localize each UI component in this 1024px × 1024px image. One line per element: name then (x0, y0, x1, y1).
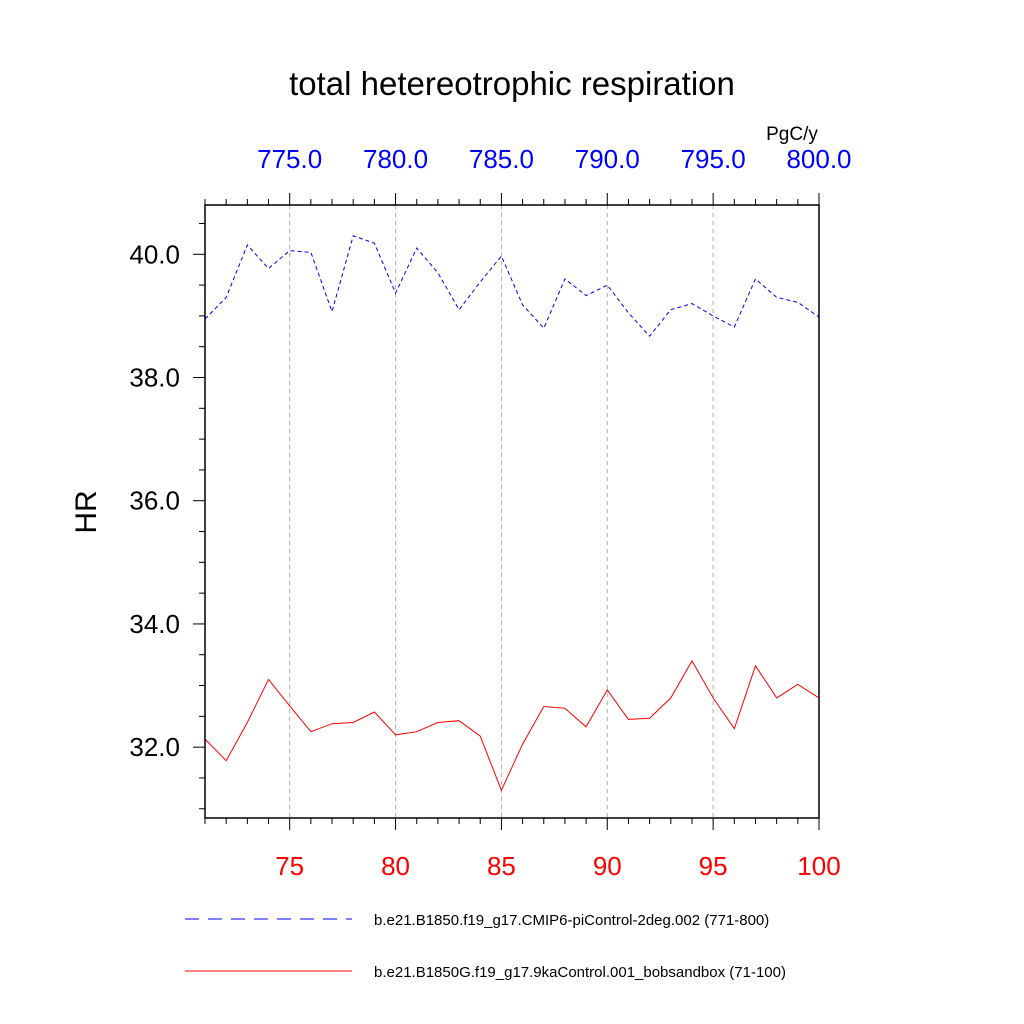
top-tick-label-800: 800.0 (786, 144, 851, 174)
units-label: PgC/y (766, 124, 818, 145)
series-line-1 (204, 235, 820, 337)
y-tick-label-38: 38.0 (129, 363, 180, 393)
grid-lines (289, 205, 714, 818)
ticks (193, 193, 820, 830)
plot-frame (204, 204, 820, 819)
top-tick-label-780: 780.0 (363, 144, 428, 174)
legend: b.e21.B1850.f19_g17.CMIP6-piControl-2deg… (185, 912, 786, 981)
bottom-tick-label-100: 100 (797, 851, 840, 881)
y-tick-label-32: 32.0 (129, 732, 180, 762)
series-line-2 (204, 659, 820, 792)
top-tick-label-795: 795.0 (681, 144, 746, 174)
legend-label-series-1: b.e21.B1850.f19_g17.CMIP6-piControl-2deg… (374, 912, 769, 929)
legend-label-series-2: b.e21.B1850G.f19_g17.9kaControl.001_bobs… (374, 964, 786, 981)
bottom-tick-label-95: 95 (699, 851, 728, 881)
bottom-tick-label-90: 90 (593, 851, 622, 881)
top-tick-label-785: 785.0 (469, 144, 534, 174)
tick-labels: 75 80 85 90 95 100 775.0 780.0 785.0 790.0 795.0 80… (129, 144, 851, 881)
y-tick-label-40: 40.0 (129, 239, 180, 269)
top-tick-label-775: 775.0 (257, 144, 322, 174)
series-layer (204, 235, 820, 792)
top-tick-label-790: 790.0 (575, 144, 640, 174)
y-axis-label: HR (70, 490, 103, 533)
y-tick-label-34: 34.0 (129, 609, 180, 639)
chart-title: total hetereotrophic respiration (289, 65, 735, 102)
bottom-tick-label-80: 80 (381, 851, 410, 881)
bottom-tick-label-75: 75 (275, 851, 304, 881)
y-tick-label-36: 36.0 (129, 486, 180, 516)
bottom-tick-label-85: 85 (487, 851, 516, 881)
